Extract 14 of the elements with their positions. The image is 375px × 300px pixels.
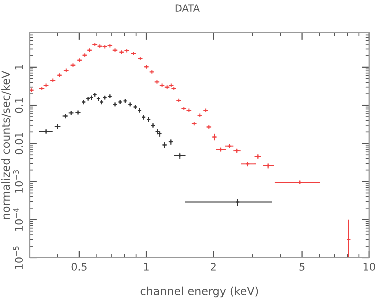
y-tick-label: 1 — [15, 65, 23, 70]
y-axis-title: normalized counts/sec/keV — [2, 71, 11, 220]
x-tick-label: 10 — [364, 263, 375, 271]
y-tick-label: 0.01 — [15, 133, 24, 155]
x-tick-label: 0.5 — [72, 263, 87, 271]
x-tick-label: 1 — [144, 263, 149, 271]
x-tick-label: 2 — [211, 263, 216, 271]
y-tick-label: 10$^{−5}$ — [14, 246, 24, 270]
x-axis-title: channel energy (keV) — [140, 286, 258, 298]
x-tick-label: 5 — [300, 263, 305, 271]
y-tick-label: 10$^{−3}$ — [13, 170, 24, 193]
y-tick-label: 0.1 — [15, 98, 24, 114]
y-tick-label: 10$^{−4}$ — [14, 208, 24, 231]
chart-title: DATA — [176, 4, 200, 12]
